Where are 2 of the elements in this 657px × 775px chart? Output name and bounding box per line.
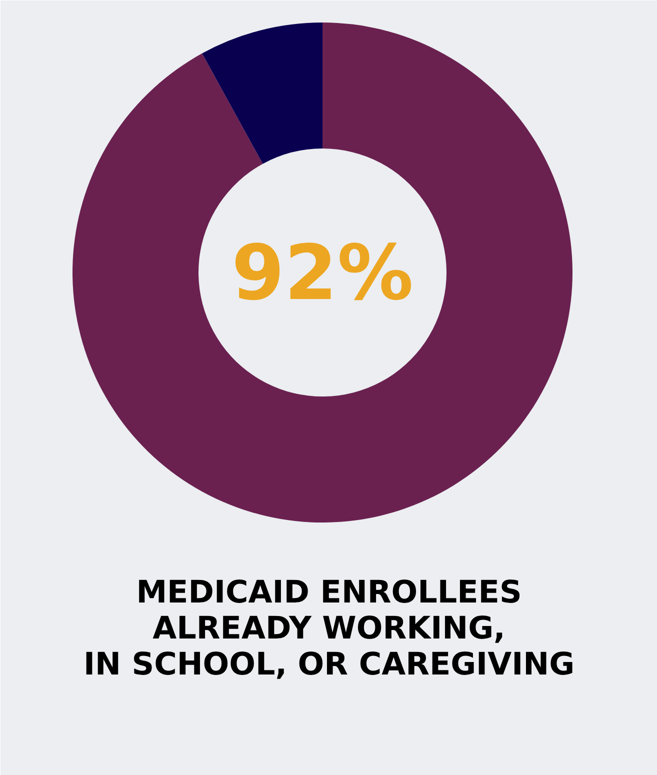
text: 92% <box>232 228 414 317</box>
text: MEDICAID ENROLLEES ALREADY WORKING, IN SCHOOL, OR CAREGIVING <box>83 574 575 682</box>
